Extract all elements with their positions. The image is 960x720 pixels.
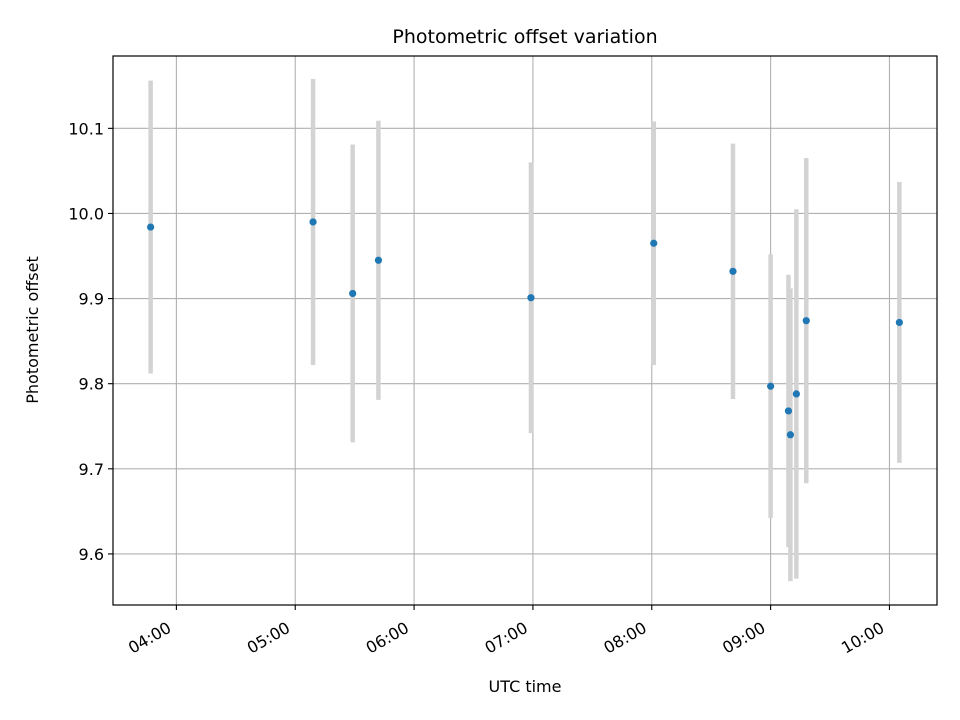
y-tick-label: 10.1 (68, 119, 104, 138)
y-tick-label: 9.9 (79, 290, 104, 309)
y-tick-label: 9.6 (79, 545, 104, 564)
y-axis-label: Photometric offset (23, 256, 42, 404)
x-axis-label: UTC time (489, 677, 562, 696)
data-point (309, 218, 317, 226)
data-point (895, 318, 903, 327)
data-point (527, 294, 535, 302)
data-point (786, 431, 795, 439)
y-tick-label: 9.7 (79, 460, 104, 479)
data-point (650, 239, 658, 247)
plot-frame (112, 55, 938, 606)
data-point (767, 382, 775, 390)
data-point (784, 407, 793, 415)
data-points (147, 218, 903, 439)
data-point (729, 267, 737, 275)
y-axis: 9.6 9.7 9.8 9.9 10.0 10.1 (68, 119, 113, 564)
data-point (802, 317, 810, 325)
data-point (374, 256, 383, 264)
data-point (147, 223, 155, 231)
data-point (792, 390, 800, 398)
y-tick-label: 10.0 (68, 204, 104, 223)
data-point (349, 289, 357, 298)
chart-title: Photometric offset variation (392, 26, 657, 48)
y-tick-label: 9.8 (79, 375, 104, 394)
